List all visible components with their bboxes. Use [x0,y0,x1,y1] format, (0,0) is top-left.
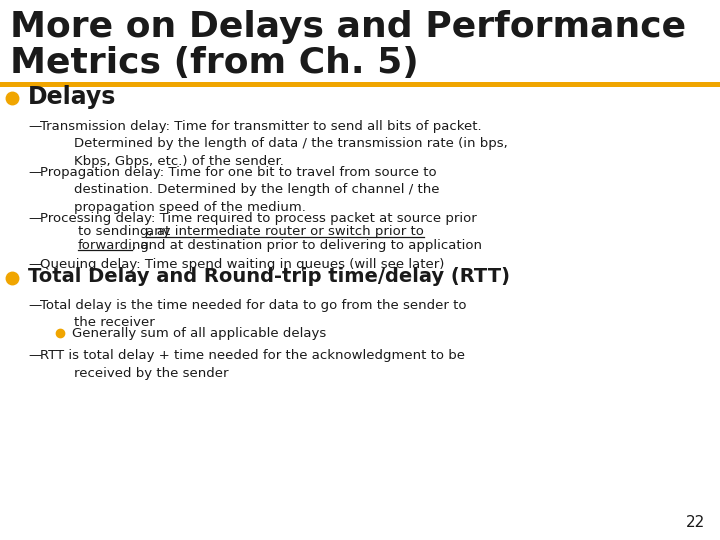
Text: RTT is total delay + time needed for the acknowledgment to be
        received b: RTT is total delay + time needed for the… [40,349,465,380]
Text: any intermediate router or switch prior to: any intermediate router or switch prior … [146,226,424,239]
Bar [0,82,720,87]
Text: —: — [28,258,41,271]
Text: Total delay is the time needed for data to go from the sender to
        the rec: Total delay is the time needed for data … [40,299,467,329]
Text: —: — [28,349,41,362]
Text: Generally sum of all applicable delays: Generally sum of all applicable delays [72,327,326,340]
Text: Propagation delay: Time for one bit to travel from source to
        destination: Propagation delay: Time for one bit to t… [40,166,439,214]
Text: —: — [28,166,41,179]
Text: Delays: Delays [28,85,117,109]
Text: forwarding: forwarding [78,239,150,252]
Text: to sending, at: to sending, at [78,226,174,239]
Text: Processing delay: Time required to process packet at source prior: Processing delay: Time required to proce… [40,212,477,225]
Text: More on Delays and Performance: More on Delays and Performance [10,10,686,44]
Text: , and at destination prior to delivering to application: , and at destination prior to delivering… [132,239,482,252]
Text: Metrics (from Ch. 5): Metrics (from Ch. 5) [10,46,419,80]
Text: Queuing delay: Time spend waiting in queues (will see later): Queuing delay: Time spend waiting in que… [40,258,444,271]
Text: —: — [28,120,41,133]
Text: 22: 22 [685,515,705,530]
Text: Transmission delay: Time for transmitter to send all bits of packet.
        Det: Transmission delay: Time for transmitter… [40,120,508,168]
Text: Total Delay and Round-trip time/delay (RTT): Total Delay and Round-trip time/delay (R… [28,267,510,287]
Text: —: — [28,212,41,225]
Text: —: — [28,299,41,312]
